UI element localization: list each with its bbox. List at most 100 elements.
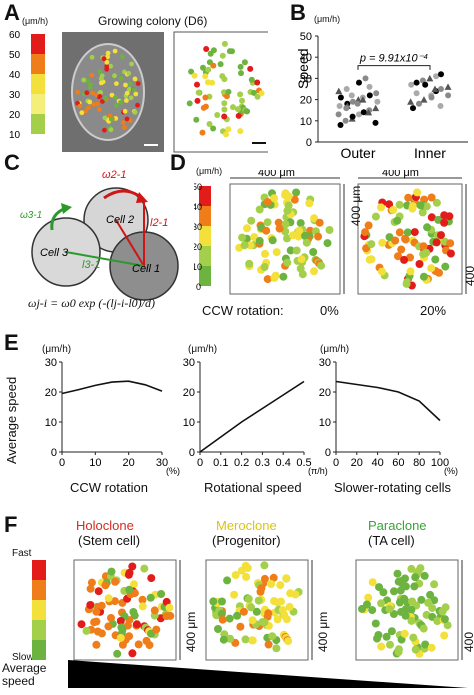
cell-dot [395,200,404,209]
cell-dot [268,236,277,245]
cell-dot [108,116,114,122]
cell-dot [255,236,264,245]
cell-dot [150,606,159,615]
cell-dot [269,573,278,582]
b-point [438,86,444,92]
cell-dot [275,224,284,233]
e-y-tick: 30 [183,357,195,369]
cell-dot [260,561,269,570]
cell-dot [135,102,140,108]
e-y-tick: 0 [51,447,57,459]
cell-dot [125,585,134,594]
cell-dot [272,248,281,257]
cell-dot [114,81,119,86]
e-x-tick: 0.3 [255,457,270,469]
cell-dot [432,238,441,247]
panel-d-colorbar [199,186,211,286]
b-point [444,83,452,90]
a-tick-50: 50 [9,50,21,61]
interaction-equation: ωj-i = ω0 exp (-(lj-i-l0)/d) [28,296,156,310]
svg-text:30: 30 [194,222,202,232]
f-height-label-2: 400 μm [316,611,330,652]
cell-dot [371,619,380,628]
cell-dot [186,100,193,107]
cell-dot [94,587,103,596]
cell-dot [416,564,425,573]
cell-dot [292,188,301,197]
cell-dot [237,91,244,98]
cell-dot [371,212,380,221]
cell-dot [276,581,285,590]
b-point [366,92,373,99]
e1-unit: (μm/h) [42,344,72,355]
cell-dot [223,131,229,138]
cell-dot [431,255,440,264]
b-point [359,96,367,103]
b-point [416,100,422,107]
svg-text:10: 10 [194,262,202,272]
panel-a-unit: (μm/h) [22,16,49,26]
cell-dot [217,61,224,68]
cell-dot [409,633,418,642]
cell-dot [132,76,138,82]
b-point [413,79,420,86]
cell-dot [123,82,128,88]
panel-a-label: A [4,0,20,25]
b-point [372,104,380,112]
cell-dot [193,116,200,123]
cell-dot [382,632,391,641]
cell-dot [77,103,83,109]
b-tick-label: 0 [306,137,312,149]
cell-dot [310,267,318,276]
e-series-line [335,380,441,422]
cell-dot [102,127,107,133]
cell-dot [226,634,235,643]
cell-dot [87,578,96,587]
panel-d-unit: (μm/h) [196,166,223,176]
cell-dot [87,99,93,105]
cell-dot [104,622,113,631]
cell-dot [292,246,301,255]
e-y-tick: 20 [319,387,331,399]
cell-dot [305,199,314,208]
meroclone-sub: (Progenitor) [212,533,281,548]
cell-dot [403,228,412,237]
colony-outline [71,43,145,141]
cell-dot [116,633,125,642]
cell-dot [83,108,88,114]
cell-dot [309,248,318,256]
cell-dot [93,627,102,636]
cell-dot [200,64,206,71]
b-point [356,111,362,118]
cell-dot [101,56,107,62]
cell-dot [128,95,134,101]
cell-dot [314,232,323,241]
e-y-tick: 10 [183,417,195,429]
cell-dot [245,259,254,268]
cell-dot [96,107,102,112]
cell-dot [90,618,99,627]
cell-dot [364,593,373,602]
cell-dot [243,108,250,115]
cell-dot [236,622,245,631]
cell-dot [230,104,236,111]
cell-dot [446,249,455,258]
cell-dot [263,198,272,207]
cell-dot [109,92,115,98]
cell-dot [238,233,247,242]
panel-c-label: C [4,150,20,175]
cell-dot [323,239,332,248]
cell-dot [104,64,110,69]
cell-dot [279,272,288,281]
cell-dot [84,90,90,96]
b-significance-bracket [357,65,431,70]
cell-dot [97,601,106,610]
cell-dot [77,620,86,629]
e-y-tick: 0 [189,447,195,459]
b-point [433,73,440,80]
cell-dot [97,94,103,99]
cell-dot [272,644,281,653]
cell-dot [393,569,402,578]
cell-dot [147,574,156,583]
